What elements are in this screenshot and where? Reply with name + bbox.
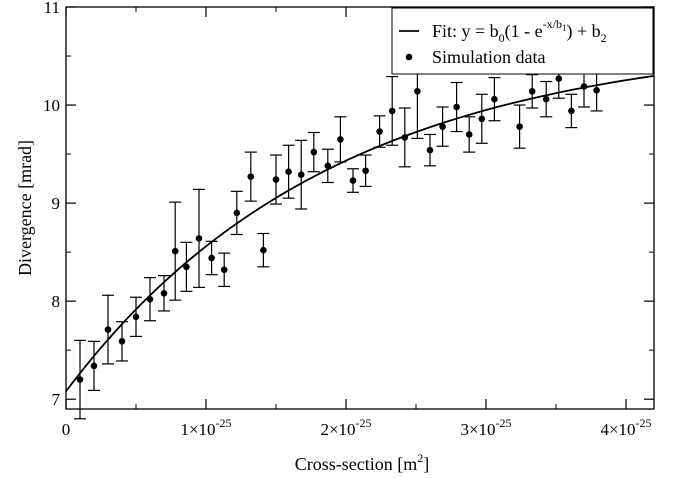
data-point (453, 103, 460, 111)
data-point (568, 107, 575, 115)
data-point (580, 83, 588, 90)
data-point (593, 87, 600, 94)
data-point (183, 263, 190, 271)
data-point (90, 362, 98, 370)
data-point (362, 167, 369, 175)
data-point (118, 338, 126, 345)
data-point (195, 235, 203, 242)
y-tick-label: 8 (52, 292, 61, 311)
x-tick-label: 4×10-25 (600, 416, 651, 439)
data-point (285, 168, 292, 176)
data-point (439, 123, 446, 130)
y-axis-label: Divergence [mrad] (15, 140, 35, 276)
legend-data-label: Simulation data (432, 47, 545, 67)
data-point (297, 171, 305, 178)
data-point (516, 123, 523, 130)
data-point (104, 326, 112, 333)
data-point (146, 295, 154, 303)
y-tick-label: 7 (52, 390, 61, 409)
x-tick-label: 0 (62, 420, 71, 439)
legend: Fit: y = b0(1 - e-x/b1) + b2 Simulation … (391, 7, 654, 75)
y-tick-label: 10 (43, 96, 60, 115)
data-point (349, 177, 357, 184)
legend-fit-label: Fit: y = b0(1 - e-x/b1) + b2 (432, 17, 607, 45)
data-point (414, 88, 421, 95)
data-point (388, 107, 396, 115)
data-point (401, 134, 409, 141)
data-point (310, 148, 318, 156)
data-point (426, 146, 434, 154)
data-point (233, 209, 241, 217)
fit-curve (65, 74, 655, 392)
data-point (272, 176, 280, 183)
data-point (491, 95, 498, 103)
data-point (542, 95, 550, 103)
data-point (260, 246, 267, 254)
data-point (132, 313, 140, 321)
x-tick-label: 3×10-25 (460, 416, 511, 439)
data-point (478, 115, 486, 123)
data-point (220, 266, 228, 274)
y-tick-label: 11 (44, 0, 60, 17)
data-point (337, 136, 344, 143)
data-point (160, 290, 168, 297)
data-point (465, 131, 473, 138)
data-point (555, 75, 563, 82)
data-point (76, 376, 84, 383)
data-point (376, 128, 383, 135)
y-tick-label: 9 (52, 194, 61, 213)
fit-curve-group (65, 74, 655, 392)
x-tick-label: 2×10-25 (320, 416, 371, 439)
data-point (528, 88, 536, 95)
data-point (247, 173, 255, 180)
legend-box (391, 7, 654, 75)
legend-data-marker (405, 53, 413, 61)
data-point (324, 162, 332, 170)
tick-labels: 0 1×10-25 2×10-25 3×10-25 4×10-25 7 8 9 10 11 (43, 0, 652, 439)
plot-frame (65, 6, 655, 410)
x-tick-label: 1×10-25 (180, 416, 231, 439)
data-point (171, 247, 179, 255)
x-axis-label: Cross-section [m2] (295, 451, 429, 474)
data-point (208, 254, 215, 262)
